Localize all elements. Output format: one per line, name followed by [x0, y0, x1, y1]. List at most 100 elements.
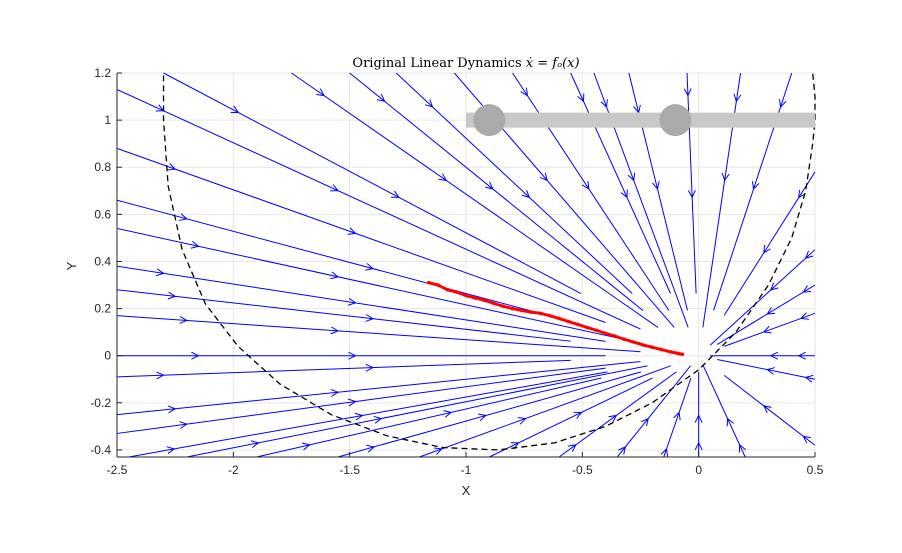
streamline-arrow [365, 263, 375, 271]
streamline-arrow [191, 351, 200, 360]
streamline [291, 72, 659, 328]
streamline-arrow [376, 93, 386, 102]
streamline-arrow [167, 163, 177, 171]
streamline [256, 377, 602, 458]
streamline-arrow [347, 398, 357, 407]
streamline-arrow [733, 93, 742, 103]
streamline [558, 371, 677, 458]
streamline [349, 72, 644, 311]
x-tick-label: 0 [695, 463, 702, 477]
streamline-arrow [769, 282, 779, 291]
streamline-arrow [577, 93, 585, 103]
y-tick-label: 0.8 [94, 160, 111, 174]
y-tick-label: -0.4 [90, 443, 111, 457]
streamline-arrow [694, 441, 703, 451]
chart-title: Original Linear Dynamics ẋ = fₒ(x) [352, 56, 579, 71]
slider[interactable] [466, 104, 815, 137]
streamline-arrow [433, 447, 443, 455]
streamline-arrow [347, 227, 357, 235]
streamline-arrow [633, 104, 641, 114]
streamline [713, 72, 793, 311]
streamline [709, 249, 816, 346]
streamline-arrow [330, 184, 340, 192]
x-tick-label: -2.5 [107, 463, 128, 477]
streamline [337, 371, 642, 458]
streamline [116, 315, 641, 353]
streamline-arrow [600, 99, 608, 108]
streamline-arrow [581, 181, 590, 190]
streamline [570, 72, 671, 294]
streamline [717, 358, 816, 380]
x-tick-label: -1.5 [339, 463, 360, 477]
streamline-arrow [721, 172, 730, 182]
trajectory-points [426, 280, 685, 357]
y-tick-label: 0.4 [94, 254, 111, 268]
x-tick-label: 0.5 [807, 463, 824, 477]
streamline-arrow [391, 190, 400, 198]
streamline-arrow [769, 351, 779, 360]
streamline [116, 89, 641, 330]
streamline-arrow [365, 363, 375, 372]
streamline [116, 367, 606, 434]
streamline-arrow [802, 435, 812, 444]
streamline-arrow [640, 417, 649, 427]
streamline [116, 289, 571, 342]
streamline-arrow [347, 297, 357, 306]
streamline-arrow [443, 410, 453, 418]
streamline-arrow [652, 181, 660, 190]
streamline-arrow [365, 314, 375, 322]
y-tick-label: 1 [104, 113, 111, 127]
streamline-arrow [778, 99, 787, 108]
streamline-arrow [424, 99, 434, 108]
slider-knob[interactable] [473, 104, 506, 137]
streamline-arrow [521, 189, 531, 199]
streamline-arrow [660, 447, 669, 457]
trajectory-point [680, 352, 685, 357]
streamline [723, 171, 816, 316]
streamline-arrow [694, 414, 703, 423]
y-tick-label: 0.6 [94, 207, 111, 221]
streamline-arrow [804, 374, 814, 383]
streamline-arrow [167, 405, 177, 414]
axes [116, 72, 816, 458]
streamline [116, 199, 571, 322]
x-axis-label: X [462, 483, 471, 498]
streamline [116, 227, 641, 344]
streamline-arrow [687, 190, 696, 199]
y-tick-label: 0.2 [94, 302, 111, 316]
streamline-arrow [798, 189, 806, 199]
trajectory-point [534, 311, 538, 315]
streamline-arrow [573, 411, 583, 419]
boundary-curve [162, 72, 816, 451]
streamline-arrow [673, 411, 681, 421]
tick-labels: -2.5 -2 -1.5 -1 -0.5 0 0.5 -0.4 -0.2 0 0.2 0.4 0.6 0.… [90, 66, 823, 477]
streamline-arrow [568, 444, 577, 453]
streamline-arrow [373, 415, 383, 424]
streamline [116, 265, 606, 342]
streamline-arrow [627, 172, 636, 182]
streamline [702, 365, 746, 458]
streamline-arrow [738, 443, 747, 453]
streamline [724, 312, 816, 347]
streamline-arrow [156, 371, 165, 380]
streamline-arrow [517, 417, 527, 425]
boundary-line [162, 72, 816, 451]
y-tick-label: 0 [104, 349, 111, 363]
streamline-arrow [683, 88, 692, 97]
streamline-arrow [179, 421, 188, 429]
streamline-arrow [348, 351, 357, 360]
streamline-arrow [330, 326, 340, 335]
streamline-arrow [330, 271, 340, 280]
streamline-arrow [726, 417, 734, 427]
streamline [163, 72, 582, 294]
streamline-arrow [438, 173, 448, 182]
streamline-arrow [802, 285, 812, 293]
streamline [395, 72, 633, 294]
streamline-arrow [620, 189, 628, 199]
streamline-arrow [366, 444, 376, 453]
streamline-arrow [478, 413, 487, 422]
streamline-arrow [762, 405, 772, 414]
streamline [717, 284, 816, 345]
streamline-arrow [608, 414, 618, 423]
slider-knob[interactable] [659, 104, 692, 137]
